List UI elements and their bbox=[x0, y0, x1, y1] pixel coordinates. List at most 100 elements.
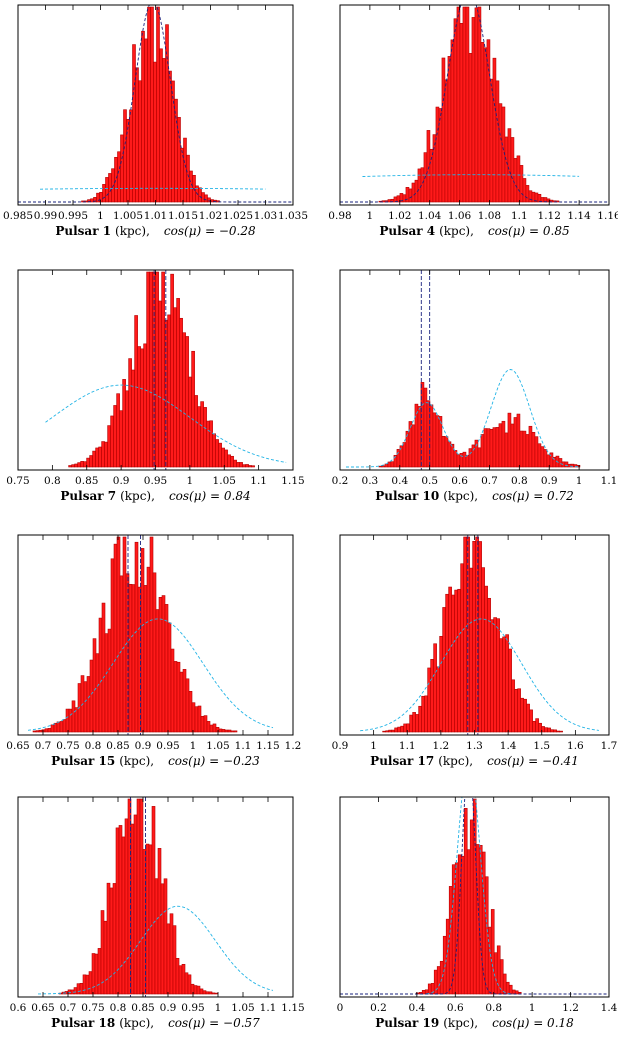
histogram-bar-38 bbox=[182, 332, 186, 468]
histogram-bar-18 bbox=[135, 67, 139, 203]
axes-frame bbox=[339, 269, 610, 471]
histogram-bar-53 bbox=[191, 702, 196, 733]
histogram-bar-11 bbox=[65, 708, 70, 733]
histogram-bar-37 bbox=[179, 317, 183, 468]
histogram-bar-38 bbox=[496, 618, 500, 733]
cos-mu-label: cos(μ) = 0.18 bbox=[492, 1016, 574, 1030]
histogram-bar-51 bbox=[221, 447, 225, 468]
histogram-bar-35 bbox=[483, 47, 488, 203]
panel-caption: Pulsar 7 (kpc), cos(μ) = 0.84 bbox=[60, 489, 250, 503]
histogram-bar-39 bbox=[149, 536, 154, 733]
histogram-bar-16 bbox=[426, 130, 431, 203]
panel-caption: Pulsar 1 (kpc), cos(μ) = −0.28 bbox=[55, 224, 256, 238]
histogram-bar-46 bbox=[516, 155, 521, 203]
x-tick-label: 0.65 bbox=[6, 740, 29, 752]
histogram-bar-27 bbox=[162, 58, 166, 203]
histogram-bar-47 bbox=[173, 661, 178, 733]
histogram-bar-48 bbox=[176, 661, 181, 733]
histogram-bar-9 bbox=[59, 721, 64, 733]
x-tick-label: 0.7 bbox=[481, 475, 498, 487]
histogram-bar-29 bbox=[465, 6, 470, 203]
histogram-bar-26 bbox=[456, 6, 461, 203]
unit-label: (kpc), bbox=[438, 754, 473, 768]
histogram-bar-12 bbox=[68, 708, 73, 733]
x-tick-label: 1.14 bbox=[567, 210, 591, 222]
histogram-bar-26 bbox=[159, 48, 163, 203]
histogram-bar-52 bbox=[188, 691, 193, 733]
histogram-bar-9 bbox=[85, 974, 90, 995]
histogram-bar-50 bbox=[182, 669, 187, 733]
histogram-bar-30 bbox=[171, 80, 175, 203]
histogram-bar-20 bbox=[442, 607, 446, 733]
plot-area bbox=[45, 270, 287, 470]
histogram-bar-60 bbox=[248, 465, 252, 468]
histogram-bar-25 bbox=[457, 588, 461, 733]
histogram-bar-20 bbox=[438, 108, 443, 203]
plot-area bbox=[345, 270, 581, 470]
panel-6: 0.9 1 1.1 1.2 1.3 1.4 1.5 1.6 1.7 Pulsar 17 (kpc),… bbox=[332, 534, 618, 768]
histogram-bar-44 bbox=[164, 604, 169, 733]
histogram-bar-26 bbox=[493, 952, 498, 995]
histogram-bar-29 bbox=[155, 271, 159, 468]
histogram-bar-47 bbox=[519, 430, 524, 468]
histogram-bar-17 bbox=[109, 887, 114, 995]
histogram-bar-36 bbox=[490, 619, 494, 733]
x-tick-label: 0.75 bbox=[81, 1002, 104, 1014]
histogram-bar-58 bbox=[556, 730, 560, 733]
histogram-bar-18 bbox=[436, 666, 440, 733]
x-tick-label: 0.4 bbox=[409, 1002, 426, 1014]
histogram-bar-16 bbox=[116, 393, 120, 468]
histogram-bar-57 bbox=[203, 715, 208, 733]
histogram-bar-18 bbox=[432, 412, 437, 468]
histogram-bar-21 bbox=[144, 38, 148, 203]
histogram-bar-39 bbox=[185, 336, 189, 468]
histogram-bar-45 bbox=[193, 985, 198, 995]
histogram-bar-22 bbox=[444, 79, 449, 203]
x-tick-label: 0.98 bbox=[328, 210, 351, 222]
x-tick-label: 1 bbox=[367, 210, 374, 222]
histogram-bar-36 bbox=[140, 548, 145, 733]
x-tick-label: 1 bbox=[576, 475, 583, 487]
histogram-bar-8 bbox=[105, 177, 109, 203]
histogram-bar-39 bbox=[175, 957, 180, 995]
x-tick-label: 0 bbox=[337, 1002, 344, 1014]
histogram-bar-43 bbox=[197, 406, 201, 468]
histogram-bar-5 bbox=[83, 461, 87, 468]
histogram-bar-18 bbox=[122, 379, 126, 468]
histogram-bar-24 bbox=[450, 39, 455, 203]
cos-mu-label: cos(μ) = 0.72 bbox=[492, 489, 574, 503]
histogram-bar-40 bbox=[498, 103, 503, 203]
x-tick-label: 0.8 bbox=[110, 1002, 127, 1014]
histogram-bar-33 bbox=[167, 314, 171, 468]
x-tick-label: 1.2 bbox=[433, 740, 450, 752]
histogram-bar-44 bbox=[514, 688, 518, 733]
x-tick-label: 0.99 bbox=[34, 210, 57, 222]
histogram-bar-61 bbox=[251, 465, 255, 468]
histogram-bar-66 bbox=[230, 730, 235, 733]
histogram-bar-25 bbox=[133, 814, 138, 995]
x-tick-label: 0.7 bbox=[35, 740, 52, 752]
unit-label: (kpc), bbox=[119, 1016, 154, 1030]
histogram-bar-54 bbox=[230, 455, 234, 468]
histogram-bar-46 bbox=[196, 985, 201, 995]
histogram-bar-26 bbox=[110, 558, 115, 733]
prior-curve bbox=[27, 618, 274, 731]
x-tick-label: 0.8 bbox=[485, 1002, 502, 1014]
panel-caption: Pulsar 15 (kpc), cos(μ) = −0.23 bbox=[51, 754, 260, 768]
histogram-bar-31 bbox=[174, 98, 178, 203]
histogram-bar-42 bbox=[504, 136, 509, 203]
histogram-bar-51 bbox=[531, 432, 536, 468]
histogram-bar-11 bbox=[101, 441, 105, 468]
x-tick-label: 1.7 bbox=[601, 740, 618, 752]
histogram-bar-19 bbox=[435, 106, 440, 203]
pulsar-name: Pulsar 15 bbox=[51, 754, 115, 768]
histogram-bar-31 bbox=[508, 984, 513, 995]
histogram-bar-59 bbox=[245, 464, 249, 468]
histogram-bar-23 bbox=[101, 602, 106, 733]
histogram-bar-30 bbox=[122, 536, 127, 733]
histogram-bar-53 bbox=[537, 443, 542, 468]
histogram-bar-51 bbox=[185, 678, 190, 733]
histogram-bar-15 bbox=[113, 405, 117, 468]
histogram-bar-3 bbox=[67, 989, 72, 995]
histogram-bar-48 bbox=[526, 703, 530, 733]
